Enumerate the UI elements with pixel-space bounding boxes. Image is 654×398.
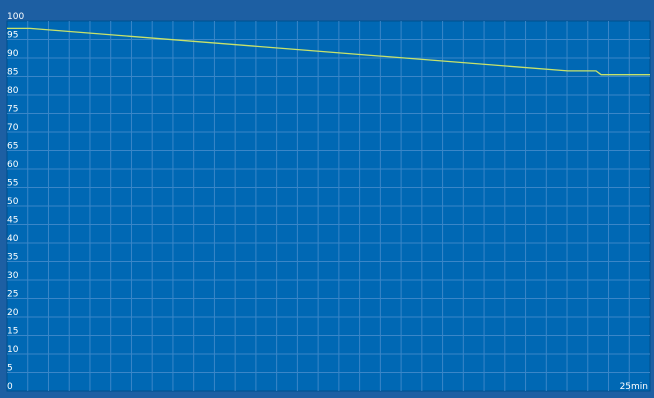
y-tick-label: 75 xyxy=(7,105,18,115)
y-tick-label: 40 xyxy=(7,234,19,244)
y-tick-label: 90 xyxy=(7,49,19,59)
y-tick-label: 85 xyxy=(7,68,18,78)
y-tick-label: 70 xyxy=(7,123,19,133)
x-axis-tick-label: 25min xyxy=(620,382,648,392)
y-tick-label: 60 xyxy=(7,160,19,170)
y-tick-label: 0 xyxy=(7,382,13,392)
y-tick-label: 15 xyxy=(7,327,18,337)
y-tick-label: 95 xyxy=(7,31,18,41)
series-line xyxy=(7,27,650,76)
horizontal-gridlines xyxy=(7,39,650,373)
y-tick-label: 5 xyxy=(7,364,13,374)
y-axis-tick-labels: 0 5 10 15 20 25 30 35 40 45 50 55 60 65 70 75 80 85 90 95 10… xyxy=(7,12,24,392)
y-tick-label: 100 xyxy=(7,12,24,22)
y-tick-label: 20 xyxy=(7,308,19,318)
y-tick-label: 25 xyxy=(7,290,18,300)
y-tick-label: 30 xyxy=(7,271,19,281)
y-tick-label: 80 xyxy=(7,86,19,96)
y-tick-label: 55 xyxy=(7,179,18,189)
y-tick-label: 10 xyxy=(7,345,19,355)
y-tick-label: 45 xyxy=(7,216,18,226)
y-tick-label: 50 xyxy=(7,197,19,207)
y-tick-label: 65 xyxy=(7,142,18,152)
y-tick-label: 35 xyxy=(7,253,18,263)
